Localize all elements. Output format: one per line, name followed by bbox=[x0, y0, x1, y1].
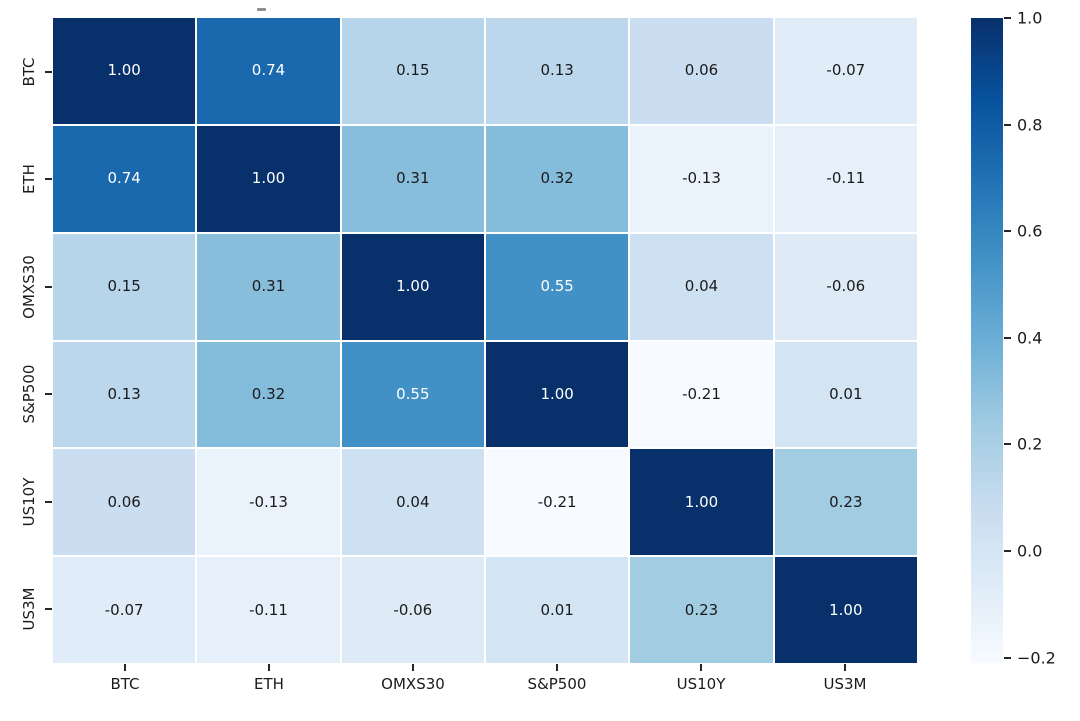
y-axis-tick bbox=[45, 608, 52, 611]
heatmap-cell-OMXS30-US3M: -0.06 bbox=[774, 233, 917, 340]
x-axis-tick bbox=[700, 664, 702, 671]
heatmap-cell-BTC-BTC: 1.00 bbox=[53, 18, 196, 124]
heatmap-cell-US3M-US3M: 1.00 bbox=[774, 557, 917, 663]
y-axis-tick bbox=[45, 500, 52, 503]
heatmap-cell-ETH-S&P500: 0.32 bbox=[485, 125, 629, 232]
x-axis-label-S&P500: S&P500 bbox=[527, 675, 587, 693]
heatmap-cell-US10Y-US10Y: 1.00 bbox=[630, 449, 773, 556]
heatmap-cell-US10Y-BTC: 0.06 bbox=[53, 449, 196, 556]
y-axis-label-US3M: US3M bbox=[20, 587, 38, 631]
y-axis-label-BTC: BTC bbox=[20, 57, 38, 87]
colorbar-tick-label: 0.6 bbox=[1017, 221, 1043, 241]
heatmap-cell-ETH-OMXS30: 0.31 bbox=[341, 125, 484, 232]
y-axis-tick bbox=[45, 285, 52, 288]
heatmap-cell-OMXS30-OMXS30: 1.00 bbox=[341, 233, 484, 340]
y-axis-tick bbox=[45, 178, 52, 181]
heatmap-cell-ETH-US3M: -0.11 bbox=[774, 125, 917, 232]
colorbar-tick bbox=[1004, 17, 1011, 19]
colorbar bbox=[971, 18, 1003, 663]
heatmap-cell-OMXS30-S&P500: 0.55 bbox=[485, 233, 629, 340]
y-axis-tick bbox=[45, 70, 52, 73]
heatmap-cell-US3M-BTC: -0.07 bbox=[53, 557, 196, 663]
stray-tick-artifact bbox=[257, 8, 266, 11]
colorbar-tick bbox=[1004, 123, 1011, 126]
x-axis-label-US10Y: US10Y bbox=[676, 675, 726, 693]
heatmap-cell-US10Y-OMXS30: 0.04 bbox=[341, 449, 484, 556]
colorbar-tick-label: 0.8 bbox=[1017, 115, 1043, 135]
colorbar-tick bbox=[1004, 656, 1011, 659]
heatmap-cell-US3M-OMXS30: -0.06 bbox=[341, 557, 484, 663]
colorbar-tick-label: 0.0 bbox=[1017, 541, 1043, 561]
colorbar-tick-label: 1.0 bbox=[1017, 8, 1043, 28]
colorbar-tick-label: 0.4 bbox=[1017, 328, 1043, 348]
heatmap-cell-US3M-US10Y: 0.23 bbox=[630, 557, 773, 663]
heatmap-cell-US3M-ETH: -0.11 bbox=[197, 557, 340, 663]
x-axis-label-OMXS30: OMXS30 bbox=[381, 675, 445, 693]
x-axis-tick bbox=[412, 664, 414, 671]
colorbar-tick-label: 0.2 bbox=[1017, 434, 1043, 454]
heatmap-grid: 1.00 0.74 0.15 0.13 0.06 -0.07 0.74 1.00 0.31 0.3… bbox=[53, 18, 917, 663]
heatmap-cell-BTC-OMXS30: 0.15 bbox=[341, 18, 484, 124]
heatmap-cell-ETH-BTC: 0.74 bbox=[53, 125, 196, 232]
heatmap-cell-BTC-US10Y: 0.06 bbox=[630, 18, 773, 124]
x-axis-tick bbox=[268, 664, 270, 671]
heatmap-cell-US3M-S&P500: 0.01 bbox=[485, 557, 629, 663]
heatmap-cell-BTC-ETH: 0.74 bbox=[197, 18, 340, 124]
heatmap-cell-S&P500-US10Y: -0.21 bbox=[630, 341, 773, 448]
heatmap-cell-S&P500-US3M: 0.01 bbox=[774, 341, 917, 448]
y-axis-label-US10Y: US10Y bbox=[20, 477, 38, 527]
x-axis-tick bbox=[556, 664, 558, 671]
x-axis-label-BTC: BTC bbox=[110, 675, 140, 693]
heatmap-cell-S&P500-S&P500: 1.00 bbox=[485, 341, 629, 448]
y-axis-label-ETH: ETH bbox=[20, 164, 38, 195]
x-axis-tick bbox=[844, 664, 846, 671]
colorbar-tick bbox=[1004, 550, 1011, 553]
heatmap-cell-US10Y-US3M: 0.23 bbox=[774, 449, 917, 556]
heatmap-cell-US10Y-S&P500: -0.21 bbox=[485, 449, 629, 556]
y-axis-label-OMXS30: OMXS30 bbox=[20, 254, 38, 319]
heatmap-cell-OMXS30-ETH: 0.31 bbox=[197, 233, 340, 340]
heatmap-cell-S&P500-BTC: 0.13 bbox=[53, 341, 196, 448]
heatmap-cell-BTC-US3M: -0.07 bbox=[774, 18, 917, 124]
heatmap-cell-BTC-S&P500: 0.13 bbox=[485, 18, 629, 124]
heatmap-cell-OMXS30-US10Y: 0.04 bbox=[630, 233, 773, 340]
colorbar-tick bbox=[1004, 230, 1011, 233]
heatmap-cell-ETH-US10Y: -0.13 bbox=[630, 125, 773, 232]
x-axis-label-US3M: US3M bbox=[823, 675, 867, 693]
heatmap-cell-S&P500-OMXS30: 0.55 bbox=[341, 341, 484, 448]
y-axis-label-S&P500: S&P500 bbox=[20, 364, 38, 424]
y-axis-tick bbox=[45, 393, 52, 396]
colorbar-tick bbox=[1004, 443, 1011, 446]
heatmap-cell-US10Y-ETH: -0.13 bbox=[197, 449, 340, 556]
heatmap-cell-S&P500-ETH: 0.32 bbox=[197, 341, 340, 448]
heatmap-cell-OMXS30-BTC: 0.15 bbox=[53, 233, 196, 340]
heatmap-cell-ETH-ETH: 1.00 bbox=[197, 125, 340, 232]
x-axis-label-ETH: ETH bbox=[254, 675, 284, 693]
colorbar-tick bbox=[1004, 336, 1011, 339]
colorbar-tick-label: −0.2 bbox=[1017, 648, 1056, 668]
x-axis-tick bbox=[124, 664, 126, 671]
